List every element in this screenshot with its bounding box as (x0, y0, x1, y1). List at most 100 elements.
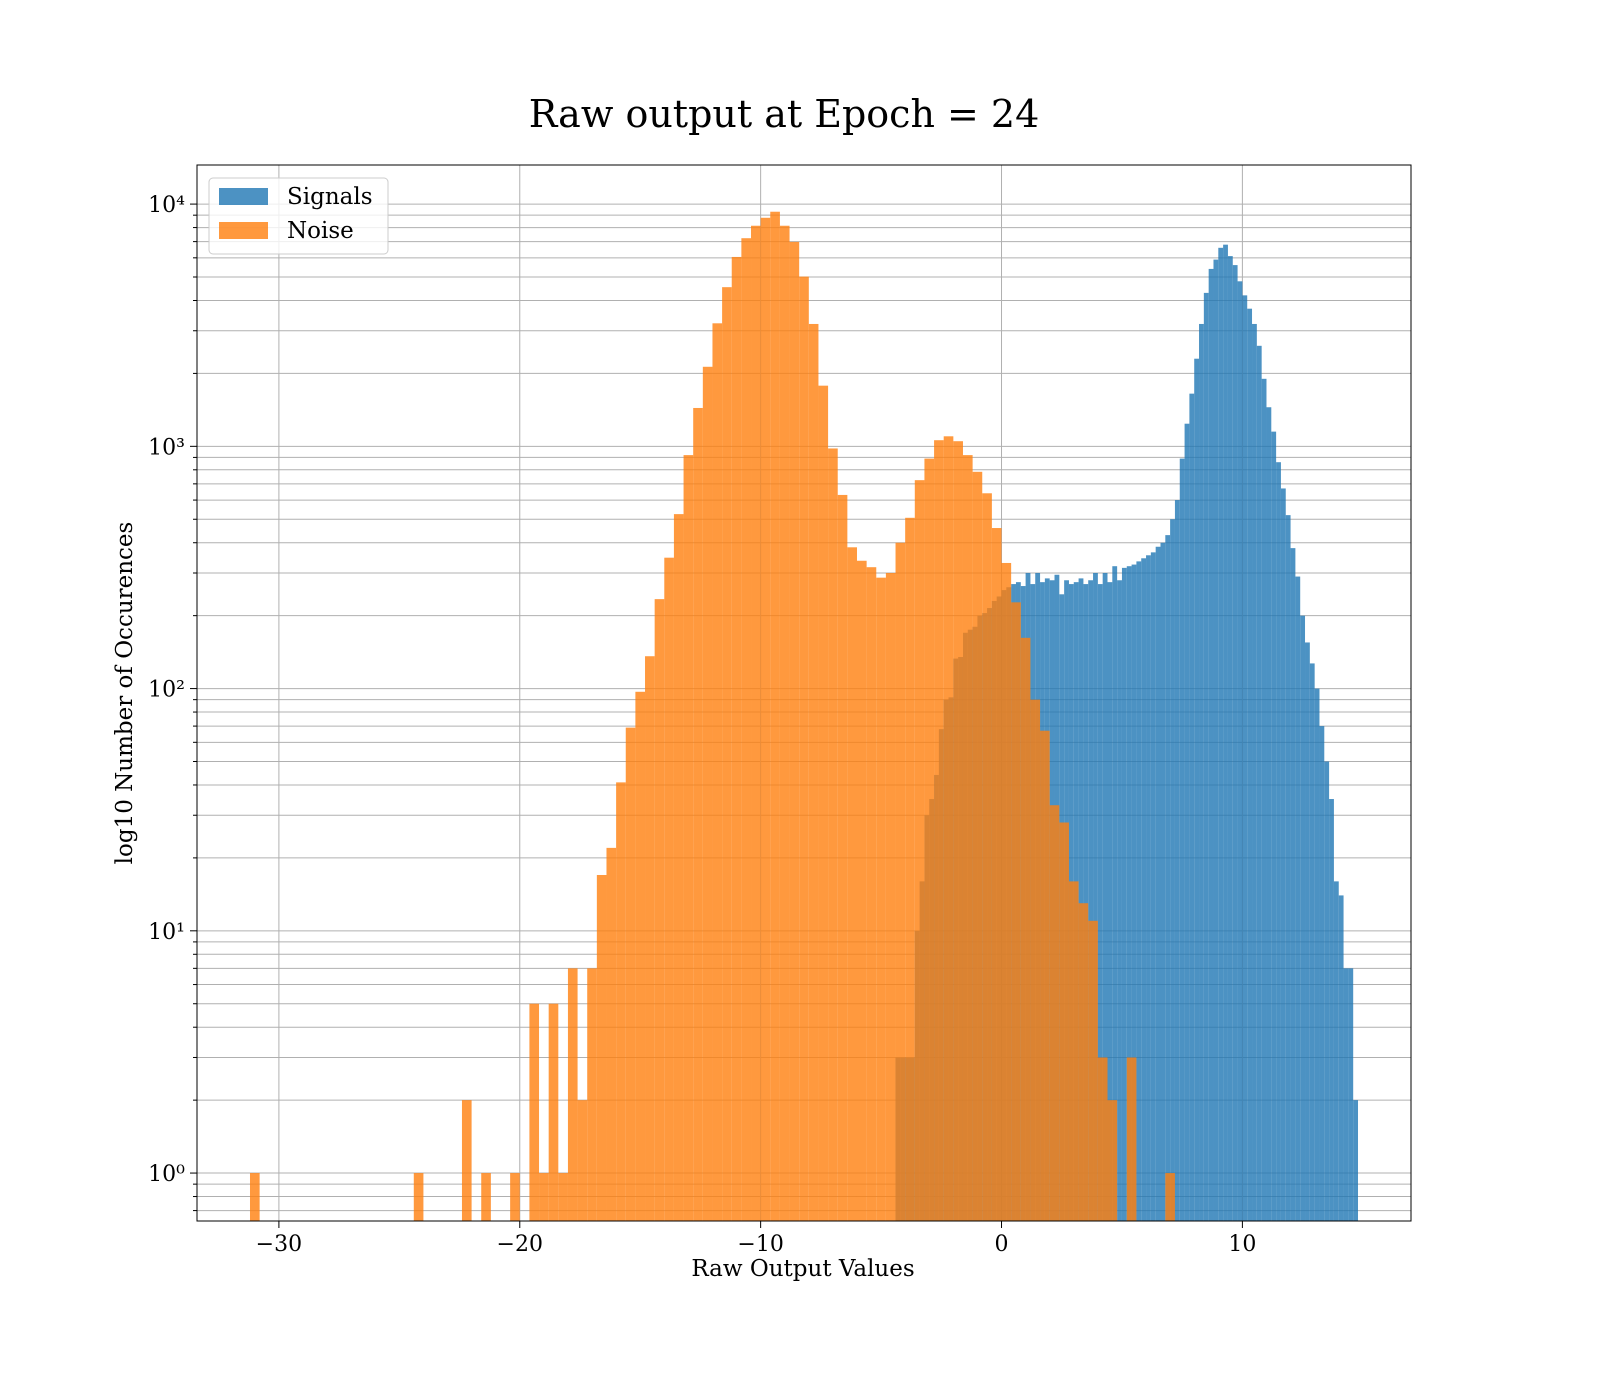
histogram-bar (1121, 567, 1127, 1221)
histogram-bar (1305, 642, 1310, 1221)
histogram-bar (664, 557, 674, 1221)
x-tick-label: 10 (1228, 1232, 1256, 1257)
histogram-bar (1208, 268, 1214, 1221)
histogram-bar (1165, 535, 1171, 1221)
histogram-bar (625, 727, 636, 1221)
histogram-bar (1131, 564, 1137, 1221)
histogram-bar (1083, 584, 1089, 1221)
histogram-bar (1285, 515, 1291, 1221)
histogram-bar (1343, 968, 1349, 1221)
histogram-bar (1266, 407, 1272, 1221)
histogram-bar (1184, 423, 1190, 1221)
legend-swatch (219, 222, 268, 239)
histogram-bar (702, 366, 713, 1221)
histogram-bar (606, 847, 617, 1221)
histogram-bar (953, 441, 963, 1221)
histogram-bar (1150, 552, 1156, 1221)
histogram-bar (567, 968, 578, 1221)
histogram-bar (1093, 572, 1098, 1221)
histogram-bar (1247, 308, 1253, 1221)
plot-frame (196, 164, 1412, 1222)
histogram-bar (1199, 323, 1204, 1221)
x-tick-label: 0 (995, 1232, 1009, 1257)
histogram-bar (673, 514, 684, 1221)
histogram-bar (1107, 1100, 1118, 1221)
histogram-bar (1300, 615, 1306, 1221)
histogram-bar (1252, 323, 1257, 1221)
histogram-bar (770, 211, 780, 1221)
bars (249, 211, 1359, 1221)
histogram-bar (413, 1173, 424, 1221)
histogram-bar (1179, 458, 1185, 1221)
histogram-bar (249, 1173, 260, 1221)
histogram-bar (1049, 805, 1060, 1221)
histogram-bar (991, 528, 1002, 1221)
histogram-bar (1170, 519, 1175, 1221)
histogram-bar (934, 440, 944, 1221)
histogram-bar (1040, 730, 1050, 1221)
histogram-bar (693, 407, 703, 1221)
histogram-bar (712, 323, 723, 1221)
histogram-bar (461, 1100, 472, 1221)
histogram-bar (1280, 488, 1286, 1221)
histogram-bar (1290, 548, 1296, 1221)
histogram-bar (905, 517, 915, 1221)
histogram-bar (1097, 584, 1103, 1221)
histogram-bar (1256, 345, 1262, 1221)
histogram-bar (1227, 256, 1233, 1221)
histogram-bar (885, 572, 896, 1221)
histogram-bar (1097, 1057, 1108, 1221)
x-axis-label: Raw Output Values (691, 1256, 914, 1282)
histogram-bar (558, 1173, 568, 1221)
histogram-bar (645, 656, 655, 1221)
histogram-bar (837, 494, 848, 1221)
histogram-bar (828, 448, 838, 1221)
histogram-bar (616, 782, 626, 1221)
legend: Signals Noise (208, 177, 389, 255)
histogram-bar (1295, 576, 1301, 1221)
histogram-bar (1078, 578, 1084, 1221)
y-axis-label: log10 Number of Occurences (112, 522, 138, 865)
x-tick-label: −30 (256, 1232, 302, 1257)
histogram-bar (529, 1003, 540, 1221)
histogram-bar (1218, 247, 1224, 1221)
histogram-bar (1194, 358, 1200, 1221)
histogram-bar (982, 493, 992, 1221)
histogram-bar (1112, 566, 1118, 1221)
histogram-bar (1160, 542, 1166, 1221)
y-tick-label: 10⁴ (148, 193, 185, 218)
x-tick-label: −20 (497, 1232, 543, 1257)
histogram-bar (722, 287, 732, 1221)
histogram-bar (654, 599, 665, 1221)
histogram-bar (1107, 582, 1113, 1221)
histogram-bar (1141, 558, 1147, 1221)
y-tick-label: 10¹ (148, 920, 185, 945)
histogram-bar (1213, 259, 1219, 1221)
histogram-bar (1088, 580, 1094, 1221)
histogram-bar (1011, 602, 1021, 1221)
histogram-bar (924, 458, 935, 1221)
histogram-bar (1001, 562, 1012, 1221)
histogram-bar (1078, 903, 1089, 1221)
histogram-bar (1276, 462, 1281, 1221)
histogram-bar (1136, 561, 1142, 1221)
histogram-bar (818, 385, 829, 1221)
histogram-bar (596, 874, 607, 1221)
histogram-bar (866, 567, 877, 1221)
histogram-bar (587, 968, 597, 1221)
histogram-bar (1319, 726, 1325, 1221)
histogram-bar (510, 1173, 520, 1221)
histogram-bar (1333, 881, 1339, 1221)
histogram-bar (1271, 431, 1277, 1221)
histogram-bar (1189, 393, 1195, 1221)
histogram-bar (1126, 1057, 1137, 1221)
histogram-bar (760, 217, 771, 1221)
histogram-bar (972, 471, 983, 1221)
histogram-bar (741, 238, 752, 1221)
histogram-bar (1261, 378, 1267, 1221)
histogram-bar (1329, 799, 1334, 1221)
histogram-bar (548, 1003, 559, 1221)
histogram-bar (1059, 822, 1069, 1221)
histogram-bar (1324, 761, 1330, 1221)
